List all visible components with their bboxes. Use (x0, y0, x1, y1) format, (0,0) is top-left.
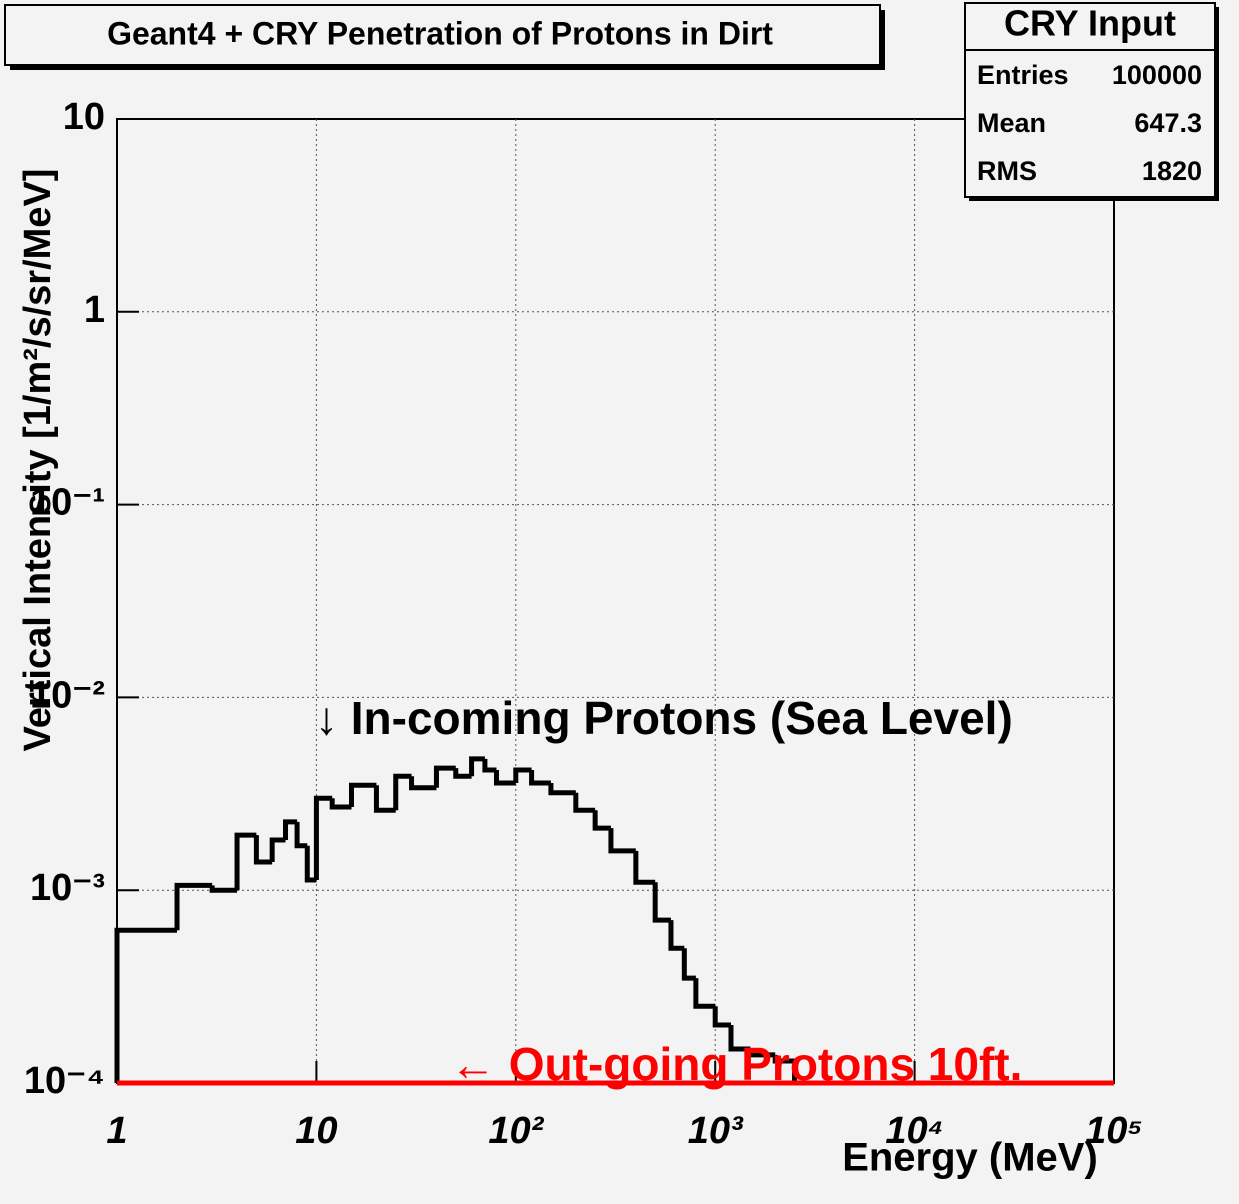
histogram-bin (373, 785, 396, 813)
histogram-bin (747, 1049, 776, 1058)
annotation: ← Out-going Protons 10ft. (450, 1038, 1022, 1090)
x-tick-label: 10 (295, 1110, 337, 1152)
histogram-bin (469, 756, 485, 777)
histogram-bin (592, 810, 611, 831)
y-tick-label: 1 (84, 289, 105, 331)
stats-value: 647.3 (1134, 108, 1202, 138)
x-tick-label: 10³ (688, 1110, 744, 1152)
y-axis-label: Vertical Intensity [1/m²/s/sr/MeV] (17, 169, 59, 752)
histogram-bin (393, 773, 412, 811)
histogram-bin (482, 758, 497, 773)
histogram-bin (493, 770, 516, 786)
x-tick-label: 10⁴ (885, 1110, 943, 1152)
histogram-bin (174, 882, 213, 931)
x-tick-label: 10⁵ (1085, 1110, 1143, 1152)
stats-label: RMS (977, 156, 1037, 186)
y-tick-label: 10 (63, 96, 105, 138)
y-tick-label: 10⁻¹ (30, 482, 105, 524)
histogram-bin (772, 1054, 798, 1083)
histogram-bin (349, 782, 377, 808)
histogram-bin (681, 948, 696, 981)
chart-title: Geant4 + CRY Penetration of Protons in D… (107, 15, 773, 51)
histogram-bin (652, 882, 671, 923)
histogram-bin (529, 770, 551, 786)
histogram-bin (253, 835, 273, 865)
histogram-bin (313, 795, 333, 880)
histogram-bin (234, 832, 257, 891)
histogram-bin (114, 927, 178, 1083)
histogram-bin (409, 776, 437, 791)
histogram-bin (294, 821, 308, 849)
histogram-bin (693, 978, 716, 1009)
histogram-bin (283, 819, 298, 841)
stats-value: 100000 (1112, 60, 1202, 90)
stats-label: Mean (977, 108, 1046, 138)
histogram-bin (433, 765, 456, 788)
histogram-bin (269, 837, 286, 863)
stats-label: Entries (977, 60, 1069, 90)
x-tick-label: 10² (488, 1110, 544, 1152)
histogram-bin (209, 885, 238, 893)
histogram-bin (548, 782, 576, 796)
histogram-bin (608, 828, 636, 854)
histogram-bin (453, 768, 472, 779)
stats-value: 1820 (1142, 156, 1202, 186)
histogram-bin (329, 798, 352, 810)
x-axis-label: Energy (MeV) (842, 1136, 1098, 1180)
histogram-bin (712, 1006, 731, 1028)
y-tick-label: 10⁻² (30, 674, 105, 716)
y-tick-label: 10⁻⁴ (24, 1060, 105, 1102)
x-tick-label: 1 (106, 1110, 127, 1152)
histogram-bin (513, 767, 532, 783)
stats-title: CRY Input (1004, 3, 1176, 44)
histogram-bin (633, 850, 656, 885)
stats-box (964, 2, 1216, 198)
histogram-bin (668, 920, 685, 951)
y-tick-label: 10⁻³ (30, 867, 105, 909)
histogram-bin (573, 792, 596, 813)
histogram-bin (304, 845, 317, 883)
histogram-bin (728, 1024, 751, 1052)
title-box (4, 4, 881, 66)
annotation: ↓ In-coming Protons (Sea Level) (315, 692, 1013, 744)
